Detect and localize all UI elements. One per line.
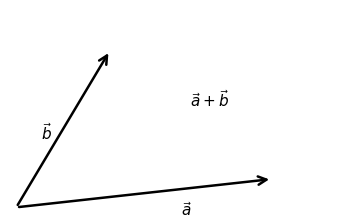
- Text: $\vec{b}$: $\vec{b}$: [41, 122, 52, 143]
- Text: $\vec{a}+\vec{b}$: $\vec{a}+\vec{b}$: [190, 89, 229, 110]
- Text: $\vec{a}$: $\vec{a}$: [181, 201, 192, 219]
